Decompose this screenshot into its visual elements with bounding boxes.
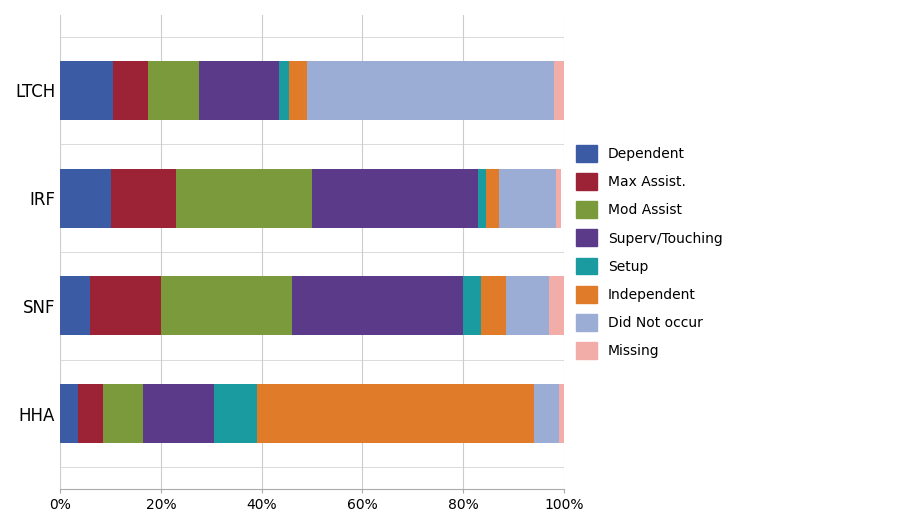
Bar [60, 169, 111, 228]
Bar [312, 169, 478, 228]
Bar [103, 384, 143, 443]
Bar [464, 276, 481, 336]
Bar [214, 384, 257, 443]
Bar [60, 61, 113, 120]
Bar [559, 384, 564, 443]
Legend: Dependent, Max Assist., Mod Assist, Superv/Touching, Setup, Independent, Did Not: Dependent, Max Assist., Mod Assist, Supe… [576, 145, 723, 359]
Bar [557, 169, 561, 228]
Bar [534, 384, 559, 443]
Bar [60, 276, 90, 336]
Bar [554, 61, 564, 120]
Bar [486, 169, 499, 228]
Bar [78, 384, 103, 443]
Bar [111, 169, 176, 228]
Bar [290, 61, 307, 120]
Bar [478, 169, 486, 228]
Bar [280, 61, 290, 120]
Bar [113, 61, 148, 120]
Bar [148, 61, 198, 120]
Bar [506, 276, 549, 336]
Bar [292, 276, 464, 336]
Bar [549, 276, 564, 336]
Bar [257, 384, 534, 443]
Bar [198, 61, 280, 120]
Bar [307, 61, 554, 120]
Bar [481, 276, 506, 336]
Bar [143, 384, 214, 443]
Bar [161, 276, 292, 336]
Bar [60, 384, 78, 443]
Bar [176, 169, 312, 228]
Bar [90, 276, 161, 336]
Bar [499, 169, 557, 228]
